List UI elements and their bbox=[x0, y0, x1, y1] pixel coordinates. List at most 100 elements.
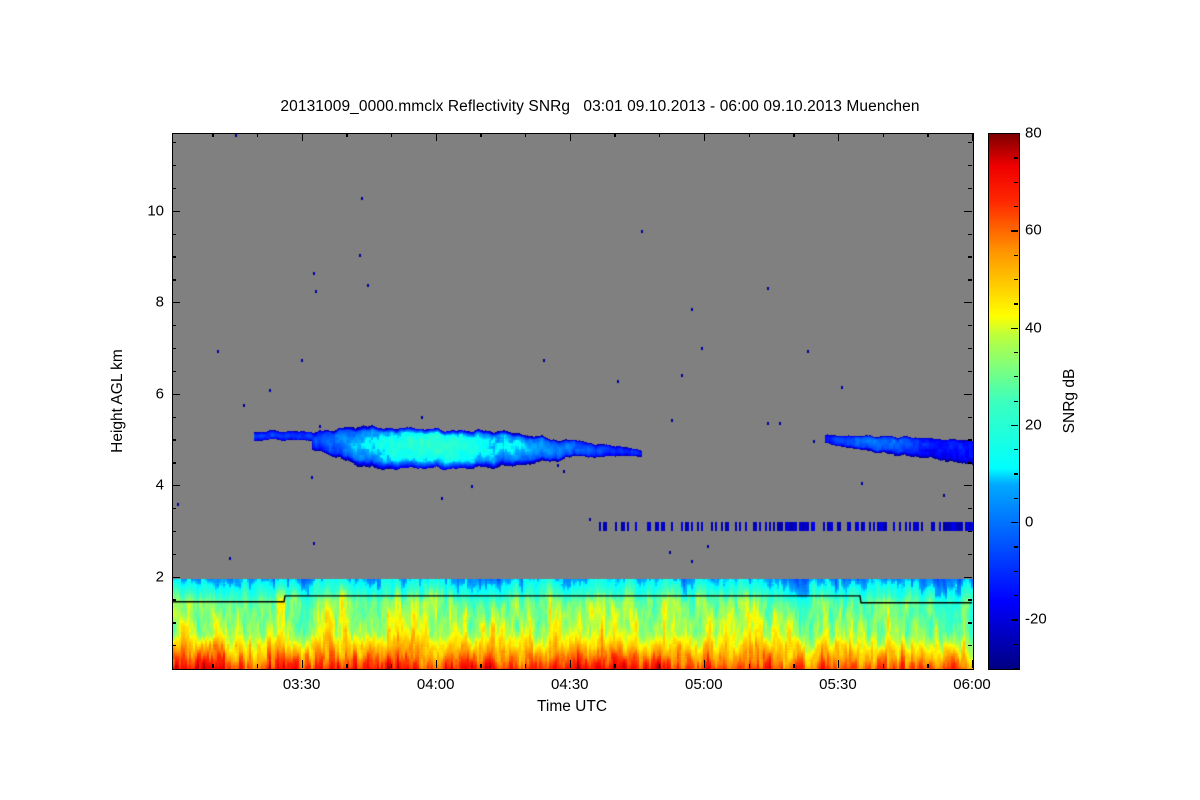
y-tick bbox=[172, 507, 176, 510]
y-tick bbox=[968, 553, 972, 555]
x-axis-label: Time UTC bbox=[536, 698, 608, 715]
colorbar-tick-label: 0 bbox=[1025, 513, 1034, 531]
colorbar-tick bbox=[1014, 181, 1018, 183]
x-tick bbox=[882, 664, 884, 668]
y-tick bbox=[968, 187, 972, 190]
colorbar-tick bbox=[1014, 157, 1018, 159]
x-tick bbox=[435, 660, 437, 668]
colorbar-tick bbox=[1014, 643, 1018, 645]
y-tick bbox=[964, 393, 972, 395]
colorbar-tick bbox=[1014, 473, 1018, 475]
y-tick bbox=[172, 370, 176, 373]
x-tick-label: 04:30 bbox=[550, 676, 589, 693]
y-tick bbox=[172, 622, 176, 624]
x-tick bbox=[837, 133, 840, 141]
y-tick bbox=[968, 347, 972, 350]
y-tick bbox=[968, 530, 972, 533]
x-tick bbox=[793, 133, 795, 137]
colorbar-tick bbox=[1014, 205, 1018, 208]
y-tick bbox=[968, 439, 972, 441]
colorbar-tick-label: 40 bbox=[1025, 319, 1042, 337]
y-tick bbox=[964, 576, 972, 578]
x-tick bbox=[525, 664, 527, 668]
x-tick bbox=[569, 660, 572, 668]
y-tick bbox=[968, 256, 972, 258]
x-tick bbox=[390, 133, 393, 137]
y-tick bbox=[968, 462, 972, 464]
x-tick bbox=[882, 133, 884, 137]
y-tick bbox=[172, 439, 176, 441]
y-tick bbox=[968, 622, 972, 624]
colorbar-tick bbox=[1014, 449, 1018, 451]
x-tick bbox=[346, 664, 348, 668]
y-tick bbox=[172, 256, 176, 258]
colorbar-tick bbox=[1011, 522, 1018, 524]
y-tick bbox=[172, 530, 176, 533]
y-tick bbox=[172, 142, 176, 144]
x-tick bbox=[346, 133, 348, 137]
colorbar-tick bbox=[1011, 230, 1018, 232]
figure-title: 20131009_0000.mmclx Reflectivity SNRg 03… bbox=[280, 98, 920, 115]
x-tick bbox=[212, 664, 214, 668]
y-tick bbox=[968, 165, 972, 167]
colorbar-tick bbox=[1014, 376, 1018, 378]
y-tick bbox=[964, 302, 972, 304]
x-tick bbox=[748, 133, 750, 137]
x-tick bbox=[256, 664, 259, 668]
x-tick bbox=[748, 664, 750, 668]
y-tick bbox=[172, 462, 176, 464]
x-tick bbox=[703, 133, 706, 141]
x-tick bbox=[837, 660, 840, 668]
y-tick bbox=[968, 645, 972, 647]
x-tick bbox=[703, 660, 706, 668]
x-tick bbox=[390, 664, 393, 668]
plot-area bbox=[172, 133, 974, 670]
y-tick bbox=[172, 210, 180, 213]
x-tick bbox=[301, 660, 303, 668]
colorbar-tick bbox=[1014, 570, 1018, 573]
x-tick bbox=[525, 133, 527, 137]
y-tick bbox=[968, 507, 972, 510]
y-tick bbox=[968, 279, 972, 281]
y-tick bbox=[172, 393, 180, 395]
x-tick bbox=[793, 664, 795, 668]
colorbar-tick-label: 80 bbox=[1025, 124, 1042, 142]
colorbar-tick bbox=[1011, 133, 1018, 135]
x-tick bbox=[927, 133, 929, 137]
x-tick bbox=[614, 664, 616, 668]
y-tick bbox=[172, 187, 176, 190]
colorbar-tick bbox=[1014, 351, 1018, 354]
colorbar-tick bbox=[1014, 546, 1018, 548]
y-tick bbox=[964, 485, 972, 487]
x-tick bbox=[659, 664, 661, 668]
x-tick bbox=[614, 133, 616, 137]
x-tick bbox=[435, 133, 437, 141]
colorbar-tick bbox=[1014, 400, 1018, 402]
colorbar-label: SNRg dB bbox=[1061, 368, 1078, 433]
y-tick-label: 4 bbox=[155, 476, 164, 494]
x-tick bbox=[659, 133, 661, 137]
y-tick bbox=[172, 325, 176, 327]
y-tick bbox=[172, 599, 176, 601]
colorbar-tick bbox=[1011, 619, 1018, 621]
x-tick bbox=[569, 133, 572, 141]
y-tick bbox=[172, 416, 176, 418]
colorbar-tick bbox=[1014, 303, 1018, 305]
y-tick bbox=[172, 279, 176, 281]
y-tick bbox=[968, 416, 972, 418]
y-tick bbox=[172, 576, 180, 578]
y-axis-label: Height AGL km bbox=[109, 348, 126, 453]
y-tick-label: 10 bbox=[147, 202, 164, 220]
x-tick bbox=[256, 133, 259, 137]
x-tick-label: 03:30 bbox=[282, 676, 321, 693]
y-tick-label: 2 bbox=[155, 568, 164, 586]
x-tick bbox=[480, 133, 482, 137]
y-tick bbox=[968, 142, 972, 144]
x-tick bbox=[301, 133, 303, 141]
y-tick bbox=[172, 553, 176, 555]
x-tick-label: 05:30 bbox=[819, 676, 857, 693]
y-tick bbox=[172, 347, 176, 350]
y-tick bbox=[968, 599, 972, 601]
y-tick bbox=[968, 233, 972, 235]
x-tick bbox=[927, 664, 929, 668]
